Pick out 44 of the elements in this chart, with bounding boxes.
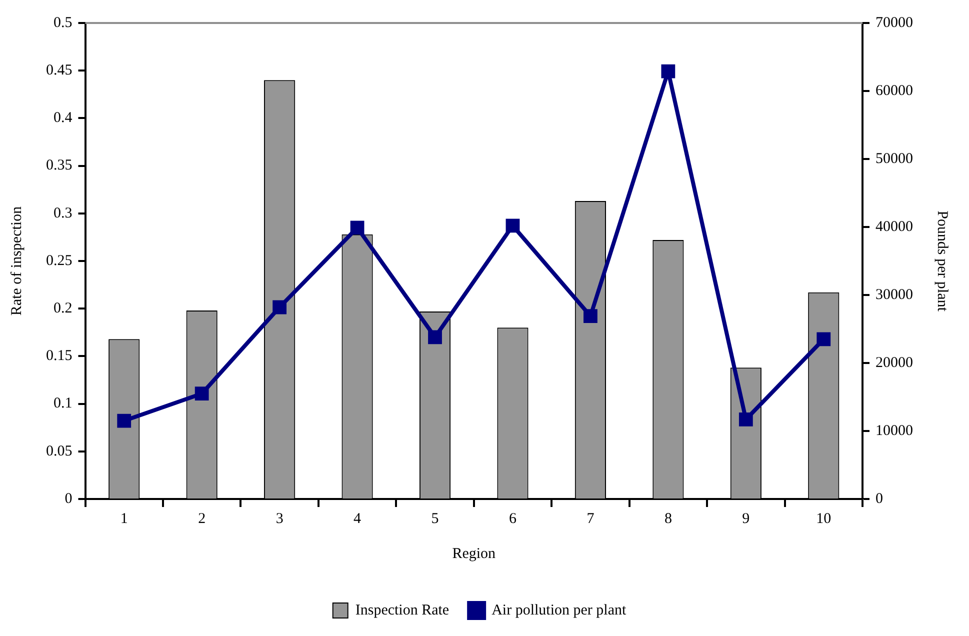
y-tick-label: 0.15 xyxy=(46,348,72,364)
y-tick-label: 0.1 xyxy=(54,396,72,412)
y-tick-label: 0.05 xyxy=(46,443,72,460)
y-axis-title: Rate of inspection xyxy=(8,206,25,316)
y2-tick-label: 60000 xyxy=(876,82,913,99)
y-tick-label: 0.35 xyxy=(46,158,72,174)
point xyxy=(661,64,676,78)
y-tick-label: 0.25 xyxy=(46,252,72,269)
y2-tick-label: 20000 xyxy=(876,354,913,371)
y-tick-label: 0.3 xyxy=(54,205,72,222)
point xyxy=(738,412,753,426)
point xyxy=(584,309,598,324)
x-tick-label: 2 xyxy=(198,510,206,527)
x-tick-label: 4 xyxy=(354,510,362,527)
x-tick-label: 8 xyxy=(664,510,672,527)
point xyxy=(272,300,287,314)
y2-tick-label: 30000 xyxy=(876,286,913,303)
legend-label: Air pollution per plant xyxy=(492,602,627,618)
y2-tick-label: 10000 xyxy=(876,422,913,439)
y-tick-label: 0.45 xyxy=(46,62,72,79)
point xyxy=(117,414,132,428)
y2-tick-label: 0 xyxy=(876,490,883,507)
legend-label: Inspection Rate xyxy=(355,602,450,618)
x-tick-label: 1 xyxy=(120,510,128,527)
y-tick-label: 0.5 xyxy=(54,14,72,31)
point xyxy=(506,218,520,233)
x-tick-label: 5 xyxy=(431,510,439,527)
x-tick-label: 9 xyxy=(742,510,750,527)
y2-tick-label: 50000 xyxy=(876,150,913,167)
x-tick-label: 7 xyxy=(586,510,595,527)
y-tick-label: 0 xyxy=(64,490,72,507)
y2-tick-label: 70000 xyxy=(876,14,913,31)
y2-tick-label: 40000 xyxy=(876,218,913,235)
point xyxy=(816,332,831,346)
x-tick-label: 10 xyxy=(816,510,832,527)
y-tick-label: 0.2 xyxy=(54,300,72,317)
y-tick-label: 0.4 xyxy=(54,110,73,126)
point xyxy=(428,330,442,344)
y2-axis-title: Pounds per plant xyxy=(934,210,950,312)
x-axis-title: Region xyxy=(452,546,496,562)
point xyxy=(194,386,209,401)
x-tick-label: 3 xyxy=(276,510,284,527)
point xyxy=(350,220,364,235)
x-tick-label: 6 xyxy=(508,510,517,527)
